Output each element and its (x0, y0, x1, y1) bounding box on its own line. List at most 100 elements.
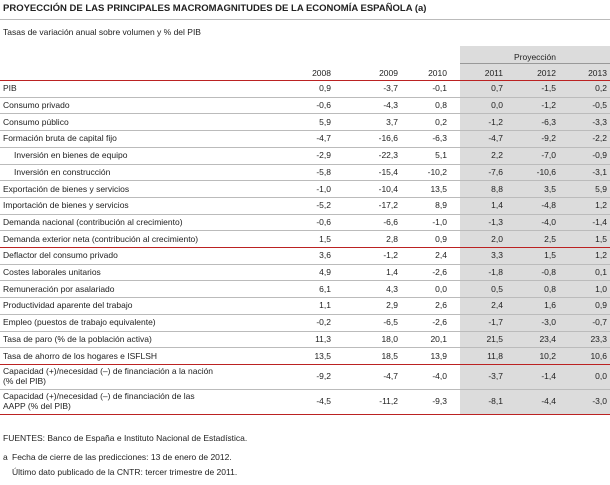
cell-value: -1,7 (488, 317, 503, 328)
cell-value: 1,6 (544, 300, 556, 311)
row-label: Demanda nacional (contribución al crecim… (3, 216, 183, 227)
row-label: Productividad aparente del trabajo (3, 300, 133, 311)
row-label: Consumo privado (3, 100, 70, 111)
row-rule (0, 330, 610, 332)
cell-value: 2,2 (491, 150, 503, 161)
footer-note: Fecha de cierre de las predicciones: 13 … (12, 452, 232, 462)
cell-value: 11,3 (315, 333, 331, 344)
cell-value: 0,9 (595, 300, 607, 311)
row-label: Capacidad (+)/necesidad (–) de financiac… (3, 366, 214, 387)
cell-value: 20,1 (430, 333, 447, 344)
cell-value: -4,7 (488, 133, 503, 144)
cell-value: -1,8 (488, 267, 503, 278)
row-rule (0, 180, 610, 182)
cell-value: -0,1 (432, 83, 447, 94)
cell-value: 2,9 (386, 300, 398, 311)
cell-value: -7,0 (541, 150, 556, 161)
column-header: 2010 (428, 68, 447, 78)
cell-value: 2,8 (386, 233, 398, 244)
column-header: 2012 (537, 68, 556, 78)
cell-value: -3,7 (488, 371, 503, 382)
cell-value: 21,5 (486, 333, 503, 344)
row-rule (0, 347, 610, 349)
row-rule (0, 247, 610, 248)
cell-value: -10,2 (427, 166, 447, 177)
cell-value: 3,3 (491, 250, 503, 261)
cell-value: -1,3 (488, 216, 503, 227)
cell-value: -4,7 (316, 133, 331, 144)
cell-value: 0,1 (595, 267, 607, 278)
cell-value: -6,5 (383, 317, 398, 328)
cell-value: 13,9 (430, 350, 447, 361)
row-rule (0, 213, 610, 215)
cell-value: 5,9 (595, 183, 607, 194)
cell-value: -4,0 (541, 216, 556, 227)
cell-value: 3,7 (386, 116, 398, 127)
cell-value: -16,6 (378, 133, 398, 144)
cell-value: 4,3 (386, 283, 398, 294)
row-label: Deflactor del consumo privado (3, 250, 118, 261)
cell-value: -2,2 (592, 133, 607, 144)
cell-value: -6,3 (432, 133, 447, 144)
cell-value: -4,3 (383, 100, 398, 111)
row-rule (0, 230, 610, 232)
cell-value: -11,2 (379, 396, 398, 407)
cell-value: 2,6 (435, 300, 447, 311)
cell-value: -2,6 (432, 267, 447, 278)
row-label: Inversión en bienes de equipo (14, 150, 128, 161)
cell-value: 0,0 (435, 283, 447, 294)
cell-value: 13,5 (314, 350, 331, 361)
row-rule (0, 313, 610, 315)
row-rule (0, 113, 610, 115)
row-label: Exportación de bienes y servicios (3, 183, 130, 194)
cell-value: -9,2 (541, 133, 556, 144)
cell-value: 0,0 (595, 371, 607, 382)
cell-value: 1,4 (491, 200, 503, 211)
cell-value: -5,2 (316, 200, 331, 211)
row-label: Costes laborales unitarios (3, 267, 101, 278)
note-marker: a (3, 452, 8, 462)
cell-value: 2,4 (435, 250, 447, 261)
cell-value: 8,8 (491, 183, 503, 194)
footer-note: Último dato publicado de la CNTR: tercer… (12, 467, 238, 477)
cell-value: 0,9 (319, 83, 331, 94)
subtitle: Tasas de variación anual sobre volumen y… (3, 27, 201, 37)
cell-value: -3,1 (592, 166, 607, 177)
cell-value: 10,2 (539, 350, 556, 361)
column-header: 2011 (484, 68, 503, 78)
cell-value: -4,4 (541, 396, 556, 407)
cell-value: 1,2 (595, 250, 607, 261)
cell-value: 11,8 (487, 350, 503, 361)
cell-value: 0,2 (595, 83, 607, 94)
row-label: Tasa de paro (% de la población activa) (3, 333, 152, 344)
row-label: Importación de bienes y servicios (3, 200, 129, 211)
row-rule (0, 130, 610, 132)
row-rule (0, 280, 610, 282)
cell-value: 0,9 (435, 233, 447, 244)
cell-value: 1,4 (386, 267, 398, 278)
group-header: Proyección (513, 52, 557, 62)
title-rule (0, 19, 610, 20)
cell-value: -3,3 (592, 116, 607, 127)
cell-value: -2,9 (316, 150, 331, 161)
cell-value: -6,3 (541, 116, 556, 127)
row-label: Empleo (puestos de trabajo equivalente) (3, 317, 156, 328)
column-header: 2013 (588, 68, 607, 78)
cell-value: 1,5 (319, 233, 331, 244)
cell-value: -1,2 (383, 250, 398, 261)
row-rule (0, 297, 610, 299)
cell-value: -1,0 (316, 183, 331, 194)
cell-value: -1,4 (592, 216, 607, 227)
cell-value: -0,6 (316, 216, 331, 227)
cell-value: -3,0 (592, 396, 607, 407)
cell-value: -7,6 (488, 166, 503, 177)
cell-value: 0,5 (491, 283, 503, 294)
cell-value: -0,6 (316, 100, 331, 111)
cell-value: 1,5 (595, 233, 607, 244)
header-rule (0, 80, 610, 81)
row-label: Consumo público (3, 116, 69, 127)
row-rule (0, 146, 610, 148)
row-rule (0, 196, 610, 198)
group-rule (460, 63, 610, 64)
